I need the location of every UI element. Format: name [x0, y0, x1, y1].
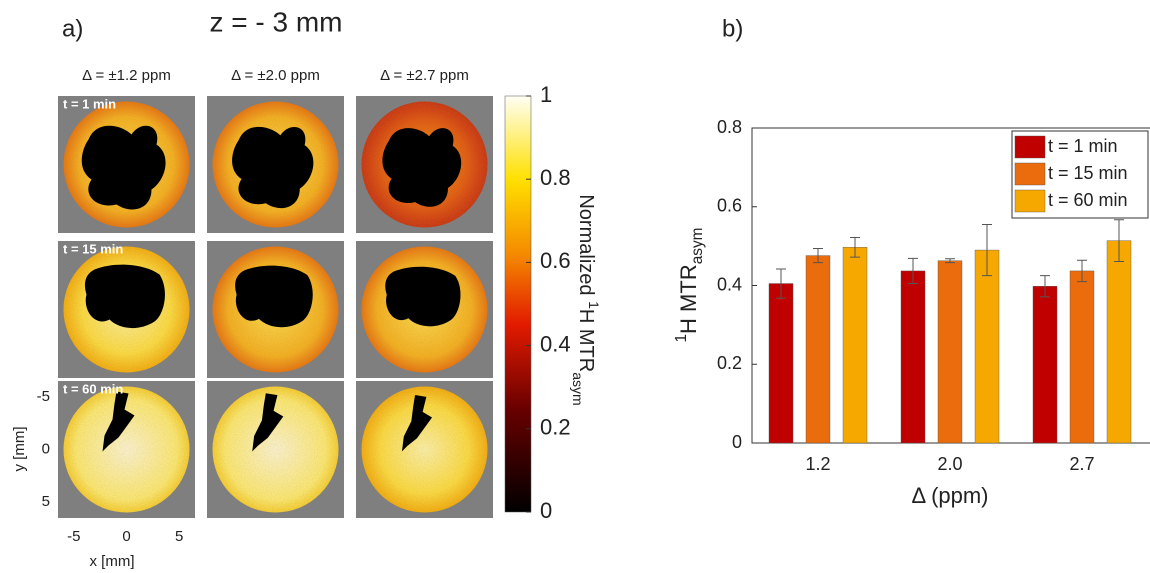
y-tick-label: 0	[42, 440, 50, 457]
axis-label: x [mm]	[90, 553, 135, 570]
map-grid	[58, 96, 493, 518]
label-part: H MTR	[575, 309, 597, 372]
label-part: 1	[586, 301, 602, 309]
y-tick-label: -5	[37, 388, 50, 405]
bar	[975, 250, 999, 443]
x-tick-label: -5	[67, 528, 80, 545]
map-void	[85, 265, 165, 328]
legend-swatch	[1015, 190, 1045, 212]
map-phantom	[362, 387, 488, 513]
axis-label: 1H MTRasym	[673, 228, 706, 343]
axis-label: Normalized 1H MTRasym	[570, 194, 602, 405]
y-tick-label: 0.8	[717, 117, 742, 137]
label-part: H MTR	[676, 264, 701, 334]
y-tick-label: 0.2	[717, 353, 742, 373]
colorbar-tick-label: 0	[540, 498, 552, 523]
colorbar-tick-label: 1	[540, 82, 552, 107]
row-label: t = 60 min	[63, 381, 123, 396]
colorbar-tick-label: 0.2	[540, 415, 571, 440]
bar	[901, 271, 925, 443]
map-phantom	[64, 387, 190, 513]
x-tick-label: 1.2	[805, 454, 830, 474]
y-tick-label: 0.4	[717, 274, 742, 294]
x-tick-label: 2.7	[1069, 454, 1094, 474]
colorbar-tick-label: 0.8	[540, 165, 571, 190]
y-tick-label: 5	[42, 493, 50, 510]
legend-label: t = 1 min	[1048, 136, 1118, 156]
x-axis-label: Δ (ppm)	[911, 483, 988, 508]
colorbar-tick-label: 0.4	[540, 331, 571, 356]
bar	[1070, 271, 1094, 443]
bar	[1107, 241, 1131, 443]
map-void	[385, 267, 460, 327]
x-tick-label: 0	[122, 528, 130, 545]
row-label: t = 1 min	[63, 96, 116, 111]
colorbar	[505, 96, 531, 512]
figure: a) z = - 3 mm b) Δ = ±1.2 ppm Δ = ±2.0 pp…	[0, 0, 1150, 573]
bar	[1033, 286, 1057, 443]
x-tick-label: 2.0	[937, 454, 962, 474]
row-label: t = 15 min	[63, 241, 123, 256]
label-part: 1	[673, 334, 690, 343]
map-void	[235, 266, 313, 328]
colorbar-tick-label: 0.6	[540, 248, 571, 273]
column-header: Δ = ±1.2 ppm	[82, 67, 171, 84]
legend-label: t = 60 min	[1048, 190, 1128, 210]
label-part: asym	[689, 228, 706, 265]
axis-label: y [mm]	[11, 427, 28, 472]
label-part: Normalized	[575, 194, 597, 301]
panel-label: a)	[62, 15, 83, 42]
legend-label: t = 15 min	[1048, 163, 1128, 183]
panel-title: z = - 3 mm	[209, 6, 342, 37]
y-tick-label: 0	[732, 432, 742, 452]
column-header: Δ = ±2.0 ppm	[231, 67, 320, 84]
bar	[938, 261, 962, 443]
map-phantom	[213, 387, 339, 513]
legend-swatch	[1015, 136, 1045, 158]
bar	[769, 284, 793, 443]
label-part: asym	[570, 372, 586, 405]
y-tick-label: 0.6	[717, 196, 742, 216]
x-tick-label: 5	[175, 528, 183, 545]
panel-label: b)	[722, 15, 743, 42]
bar	[843, 247, 867, 443]
bar	[806, 256, 830, 443]
legend-swatch	[1015, 163, 1045, 185]
column-header: Δ = ±2.7 ppm	[380, 67, 469, 84]
